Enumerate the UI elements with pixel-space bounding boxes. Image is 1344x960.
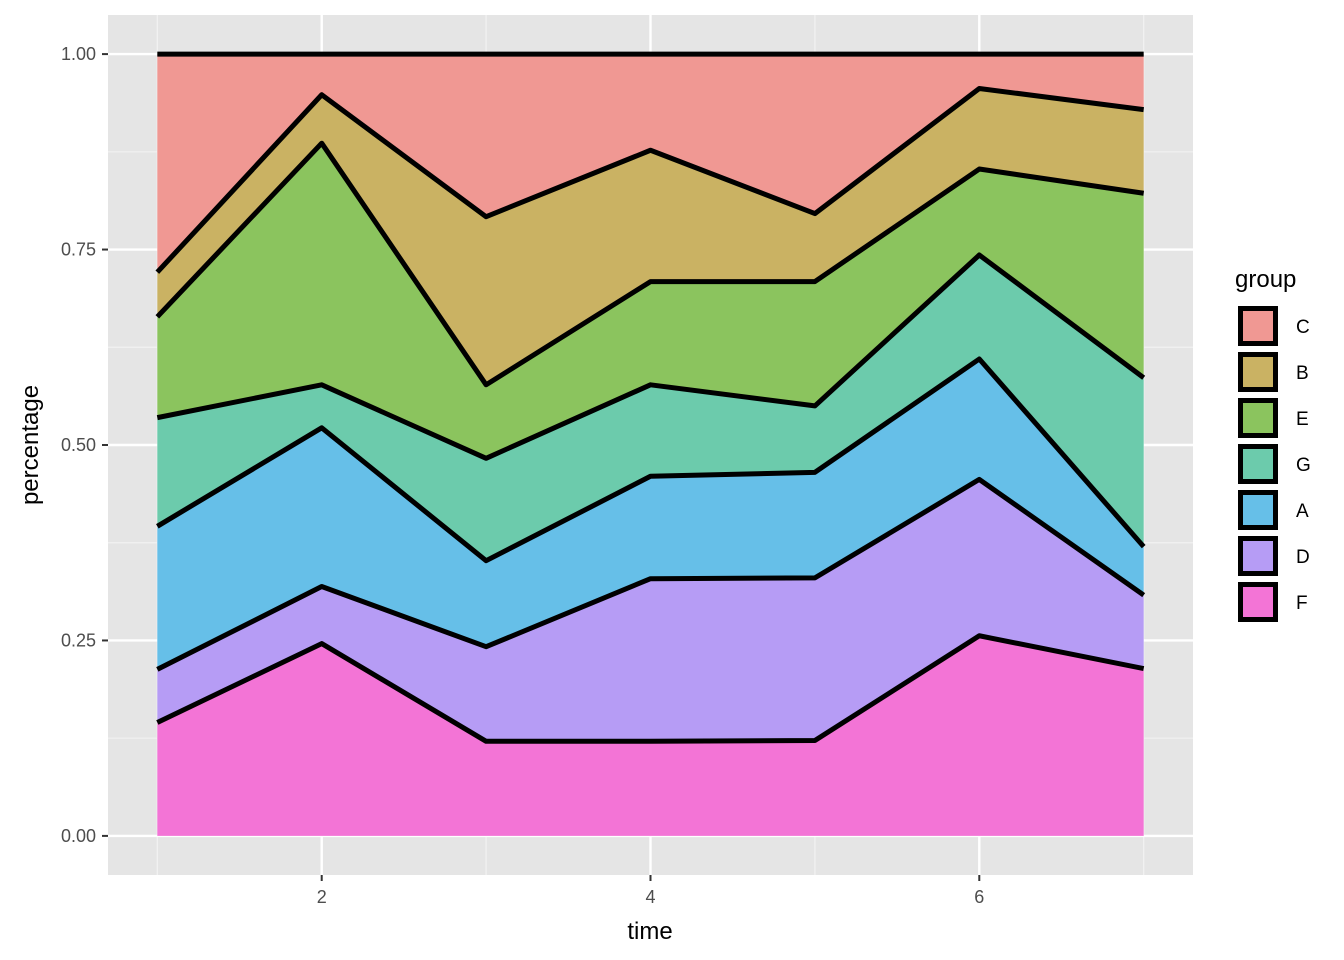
x-axis-title: time bbox=[627, 918, 672, 945]
y-tick-label: 0.00 bbox=[61, 826, 96, 846]
line-D bbox=[156, 476, 1146, 672]
line-A bbox=[156, 356, 1146, 564]
legend: group C B E G A D F bbox=[1235, 266, 1311, 622]
y-tick-label: 1.00 bbox=[61, 44, 96, 64]
y-tick-label: 0.50 bbox=[61, 435, 96, 455]
area-A bbox=[157, 359, 1144, 670]
area-C bbox=[157, 54, 1144, 273]
legend-swatch-A bbox=[1238, 490, 1278, 530]
legend-swatch-E bbox=[1238, 398, 1278, 438]
x-axis: 2 4 6 bbox=[317, 875, 984, 907]
x-tick-label: 6 bbox=[974, 887, 984, 907]
boundary-lines bbox=[155, 51, 1146, 744]
line-G bbox=[156, 252, 1146, 461]
legend-label-C: C bbox=[1296, 317, 1310, 338]
y-axis-title: percentage bbox=[17, 385, 44, 505]
legend-swatch-F bbox=[1238, 582, 1278, 622]
legend-label-E: E bbox=[1296, 409, 1309, 430]
area-E bbox=[157, 143, 1144, 459]
legend-swatch-C bbox=[1238, 306, 1278, 346]
legend-label-D: D bbox=[1296, 547, 1310, 568]
legend-title: group bbox=[1235, 266, 1296, 293]
legend-swatch-B bbox=[1238, 352, 1278, 392]
y-axis: 0.00 0.25 0.50 0.75 1.00 bbox=[61, 44, 108, 846]
legend-label-G: G bbox=[1296, 455, 1311, 476]
legend-swatch-D bbox=[1238, 536, 1278, 576]
stacked-areas bbox=[157, 54, 1144, 836]
x-tick-label: 2 bbox=[317, 887, 327, 907]
area-D bbox=[157, 479, 1144, 742]
legend-label-B: B bbox=[1296, 363, 1309, 384]
line-E bbox=[155, 140, 1145, 388]
area-B bbox=[157, 88, 1144, 385]
line-F bbox=[156, 633, 1145, 744]
y-tick-label: 0.25 bbox=[61, 630, 96, 650]
y-tick-label: 0.75 bbox=[61, 240, 96, 260]
legend-label-A: A bbox=[1296, 501, 1309, 522]
area-F bbox=[157, 635, 1144, 836]
x-tick-label: 4 bbox=[645, 887, 655, 907]
legend-label-F: F bbox=[1296, 593, 1308, 614]
legend-swatch-G bbox=[1238, 444, 1278, 484]
line-B bbox=[155, 85, 1144, 274]
